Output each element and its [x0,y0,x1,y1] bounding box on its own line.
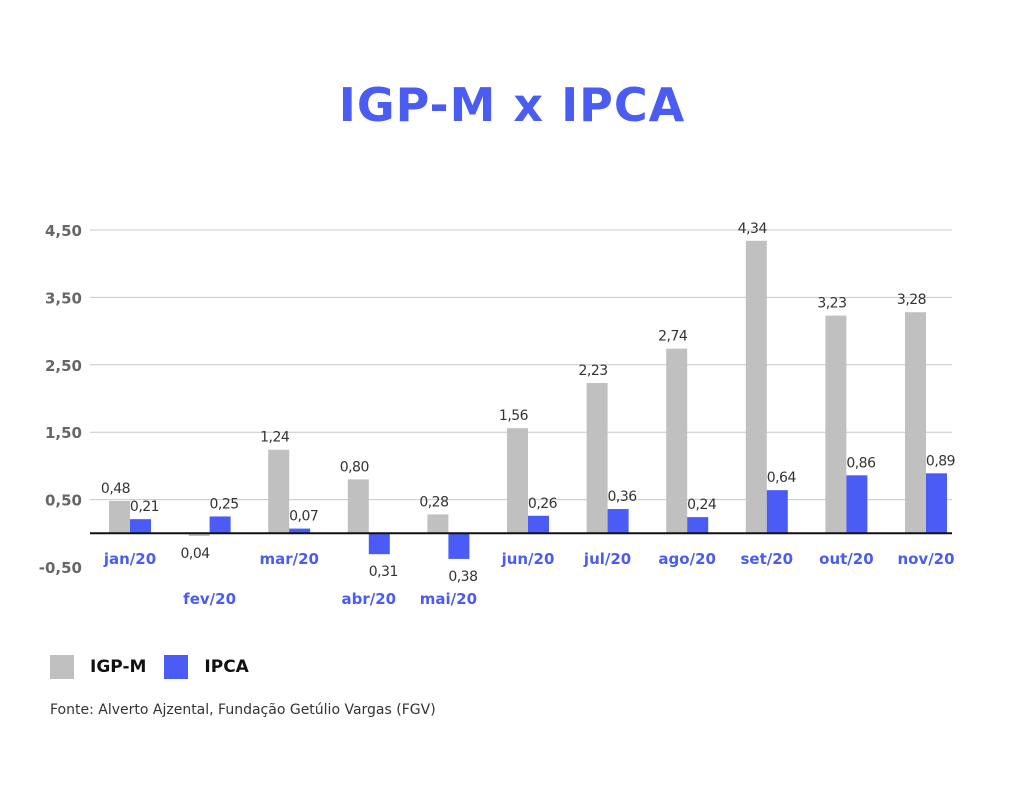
bar-igpm [666,348,688,534]
bar-igpm [507,428,528,534]
legend-label-ipca: IPCA [204,657,249,677]
data-label: 1,56 [499,408,529,424]
data-label: 3,28 [897,292,926,308]
y-tick-label: 2,50 [45,357,82,375]
bar-ipca [130,519,151,534]
bar-ipca [687,517,709,534]
data-label: 0,04 [181,546,211,562]
x-tick-label: nov/20 [897,550,954,568]
bar-igpm [825,315,847,534]
bar-ipca [368,533,390,555]
x-tick-label: jun/20 [501,550,555,568]
legend-label-igpm: IGP-M [90,657,147,677]
data-label: 0,38 [448,569,477,585]
bar-ipca [607,509,629,534]
y-tick-label: 3,50 [45,289,82,307]
legend: IGP-M IPCA [50,655,267,679]
x-tick-label: mar/20 [259,550,319,568]
bar-ipca [528,515,549,534]
x-tick-label: out/20 [819,550,874,568]
x-tick-label: mai/20 [420,590,477,608]
data-label: 0,89 [926,453,955,469]
data-label: 2,23 [579,363,608,379]
x-tick-label: ago/20 [658,550,716,568]
bar-igpm [109,500,130,534]
bar-igpm [905,312,926,534]
data-label: 0,26 [528,496,558,512]
legend-swatch-ipca [164,655,189,679]
bar-ipca [926,473,947,534]
data-label: 4,34 [738,221,768,237]
bar-ipca [209,516,231,534]
bar-ipca [766,490,788,534]
data-label: 2,74 [658,329,688,345]
bar-igpm [188,533,210,536]
data-label: 0,24 [687,497,717,513]
bar-ipca [448,533,470,559]
data-label: 3,23 [817,296,846,312]
bar-igpm [427,514,449,534]
chart-title: IGP-M x IPCA [338,78,686,132]
x-tick-label: fev/20 [183,590,236,608]
data-label: 0,25 [210,496,239,512]
y-tick-label: -0,50 [39,559,82,577]
legend-swatch-igpm [50,655,74,679]
y-tick-label: 0,50 [45,492,82,510]
x-tick-label: jan/20 [103,550,156,568]
bar-ipca [289,528,311,534]
y-tick-label: 4,50 [45,222,82,240]
data-label: 0,31 [369,564,398,580]
data-label: 0,21 [130,499,159,515]
data-label: 0,36 [608,489,638,505]
x-tick-label: jul/20 [583,550,631,568]
data-label: 0,64 [767,470,797,486]
data-label: 0,80 [340,459,369,475]
bar-igpm [268,449,290,534]
bar-igpm [745,240,767,534]
data-label: 0,28 [419,494,448,510]
data-label: 0,48 [101,481,130,497]
legend-item-igpm: IGP-M [50,655,146,679]
x-tick-label: set/20 [740,550,793,568]
data-label: 0,86 [846,455,876,471]
bar-igpm [347,479,369,534]
data-label: 1,24 [260,430,290,446]
legend-item-ipca: IPCA [164,655,249,679]
data-label: 0,07 [289,509,318,525]
bar-ipca [846,475,868,534]
x-tick-label: abr/20 [341,590,396,608]
bar-igpm [586,382,608,534]
source-note: Fonte: Alverto Ajzental, Fundação Getúli… [50,702,436,718]
y-tick-label: 1,50 [45,424,82,442]
